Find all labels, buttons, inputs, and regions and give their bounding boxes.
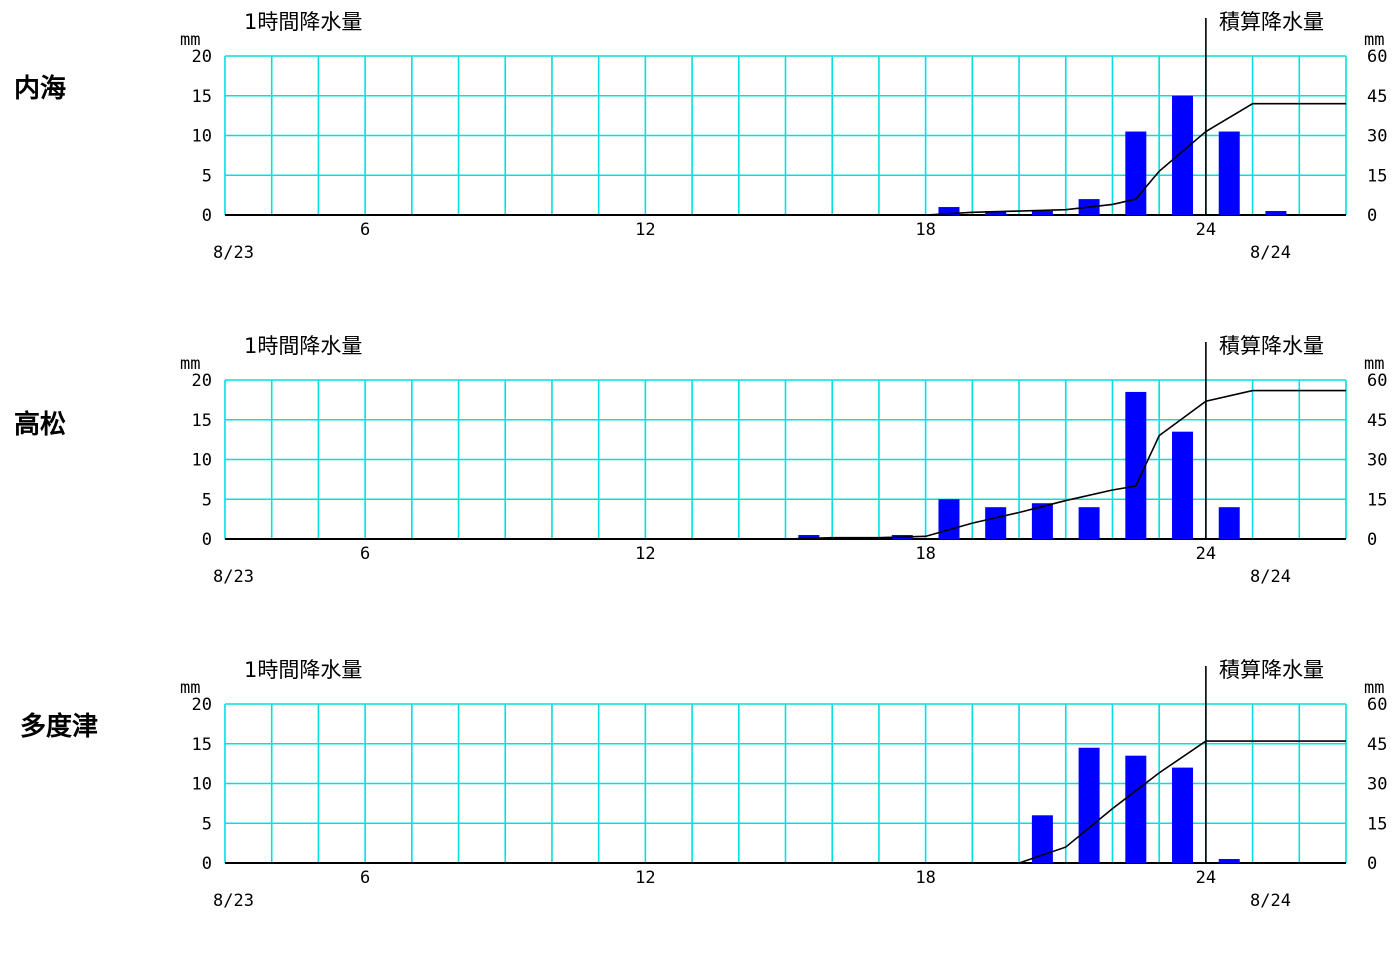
right-axis-unit: mm <box>1364 678 1384 698</box>
precip-bar <box>1125 391 1147 539</box>
right-tick-label: 30 <box>1367 775 1387 795</box>
x-tick-label: 24 <box>1196 220 1216 240</box>
station-name: 内海 <box>14 74 67 104</box>
right-tick-label: 15 <box>1367 166 1387 186</box>
date-start-label: 8/23 <box>213 891 254 911</box>
left-axis-unit: mm <box>180 30 200 50</box>
precip-bar <box>1218 507 1240 539</box>
right-tick-label: 0 <box>1367 854 1377 874</box>
precip-bar <box>1172 431 1194 539</box>
left-tick-label: 15 <box>192 87 212 107</box>
left-tick-label: 0 <box>202 854 212 874</box>
date-end-label: 8/24 <box>1250 243 1291 263</box>
station-name: 多度津 <box>20 712 99 742</box>
left-tick-label: 10 <box>192 775 212 795</box>
precip-bar <box>1078 507 1100 539</box>
station-name: 高松 <box>14 410 67 440</box>
precip-bar <box>985 211 1007 215</box>
precip-bar <box>1078 747 1100 863</box>
precip-bar <box>938 207 960 215</box>
left-tick-label: 5 <box>202 814 212 834</box>
left-tick-label: 15 <box>192 735 212 755</box>
cumulative-precip-line <box>1018 740 1346 864</box>
left-tick-label: 10 <box>192 451 212 471</box>
left-tick-label: 10 <box>192 127 212 147</box>
x-tick-label: 12 <box>635 220 655 240</box>
station-chart-tadotsu: 多度津 1時間降水量 積算降水量 mm mm 20 15 10 5 0 60 45 30 15 0 6 12 1… <box>0 648 1394 953</box>
right-tick-label: 45 <box>1367 735 1387 755</box>
date-end-label: 8/24 <box>1250 567 1291 587</box>
precip-bar <box>798 535 820 539</box>
right-axis-unit: mm <box>1364 354 1384 374</box>
left-tick-label: 5 <box>202 490 212 510</box>
left-axis-title: 1時間降水量 <box>244 10 362 34</box>
x-tick-label: 12 <box>635 868 655 888</box>
right-axis-title: 積算降水量 <box>1219 658 1324 682</box>
right-axis-unit: mm <box>1364 30 1384 50</box>
x-tick-label: 6 <box>360 544 370 564</box>
x-tick-label: 18 <box>915 544 935 564</box>
left-tick-label: 20 <box>192 695 212 715</box>
date-start-label: 8/23 <box>213 567 254 587</box>
right-tick-label: 60 <box>1367 695 1387 715</box>
precip-bar <box>1172 767 1194 863</box>
right-axis-title: 積算降水量 <box>1219 10 1324 34</box>
right-tick-label: 45 <box>1367 411 1387 431</box>
station-chart-uchinomi: 内海 1時間降水量 積算降水量 mm mm 20 15 10 5 0 60 45 30 15 0 6 12 18… <box>0 0 1394 305</box>
date-start-label: 8/23 <box>213 243 254 263</box>
date-end-label: 8/24 <box>1250 891 1291 911</box>
left-tick-label: 0 <box>202 206 212 226</box>
x-tick-label: 18 <box>915 220 935 240</box>
x-tick-label: 18 <box>915 868 935 888</box>
x-tick-label: 6 <box>360 868 370 888</box>
cumulative-precip-line <box>925 102 1346 216</box>
precip-bar <box>1172 95 1194 215</box>
left-axis-unit: mm <box>180 354 200 374</box>
x-tick-label: 24 <box>1196 868 1216 888</box>
precip-bar <box>1265 211 1287 215</box>
x-tick-label: 6 <box>360 220 370 240</box>
precip-bar <box>985 507 1007 539</box>
right-tick-label: 0 <box>1367 530 1377 550</box>
precip-bar <box>1218 859 1240 863</box>
precip-bar <box>1031 503 1053 539</box>
right-tick-label: 30 <box>1367 127 1387 147</box>
station-chart-takamatsu: 高松 1時間降水量 積算降水量 mm mm 20 15 10 5 0 60 45 30 15 0 6 12 18… <box>0 324 1394 629</box>
right-tick-label: 15 <box>1367 490 1387 510</box>
precip-bar <box>1125 131 1147 215</box>
left-axis-title: 1時間降水量 <box>244 658 362 682</box>
precip-bar <box>938 499 960 539</box>
right-tick-label: 45 <box>1367 87 1387 107</box>
right-tick-label: 15 <box>1367 814 1387 834</box>
left-tick-label: 5 <box>202 166 212 186</box>
left-axis-unit: mm <box>180 678 200 698</box>
left-tick-label: 20 <box>192 47 212 67</box>
left-tick-label: 15 <box>192 411 212 431</box>
precip-bar <box>1031 211 1053 215</box>
right-tick-label: 60 <box>1367 371 1387 391</box>
precip-bar <box>1125 755 1147 863</box>
precip-bar <box>1218 131 1240 215</box>
precip-bar <box>1031 815 1053 863</box>
right-tick-label: 60 <box>1367 47 1387 67</box>
x-tick-label: 24 <box>1196 544 1216 564</box>
right-axis-title: 積算降水量 <box>1219 334 1324 358</box>
left-tick-label: 20 <box>192 371 212 391</box>
x-tick-label: 12 <box>635 544 655 564</box>
left-tick-label: 0 <box>202 530 212 550</box>
right-tick-label: 0 <box>1367 206 1377 226</box>
cumulative-precip-line <box>785 389 1346 540</box>
right-tick-label: 30 <box>1367 451 1387 471</box>
left-axis-title: 1時間降水量 <box>244 334 362 358</box>
